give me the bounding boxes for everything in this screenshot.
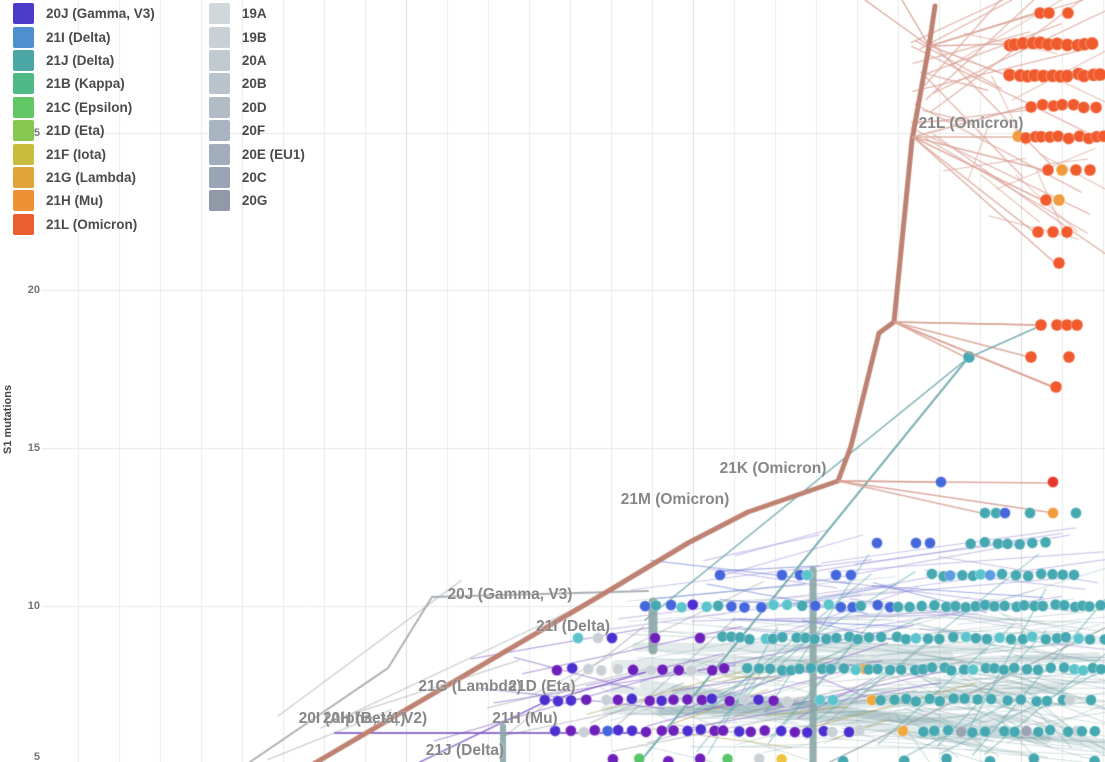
legend-item-19b[interactable]: 19B (208, 25, 305, 48)
legend-color-swatch (13, 143, 34, 165)
legend-item-21f[interactable]: 21F (Iota) (13, 142, 155, 165)
clade-label-21g: 21G (Lambda) (418, 678, 522, 695)
legend-item-21l[interactable]: 21L (Omicron) (13, 213, 155, 236)
legend-color-swatch (208, 73, 230, 95)
legend-color-swatch (13, 96, 34, 118)
legend-color-swatch (13, 3, 34, 25)
legend-color-swatch (13, 190, 34, 212)
legend-item-20a[interactable]: 20A (208, 49, 305, 72)
clade-label-21l: 21L (Omicron) (918, 115, 1024, 132)
clade-label-21h: 21H (Mu) (492, 710, 558, 727)
legend-color-swatch (13, 166, 34, 188)
legend-color-swatch (13, 49, 34, 71)
clade-label-21i: 21I (Delta) (535, 618, 611, 635)
legend-color-swatch (208, 26, 230, 48)
legend-item-label: 21B (Kappa) (46, 76, 125, 92)
legend-item-21d[interactable]: 21D (Eta) (13, 119, 155, 142)
legend-item-label: 21F (Iota) (46, 146, 107, 162)
legend-color-swatch (208, 166, 230, 188)
legend-color-swatch (13, 73, 34, 95)
legend-item-label: 19B (241, 29, 267, 45)
legend-item-19a[interactable]: 19A (208, 2, 305, 25)
clade-label-20i: 20I (Alpha, V1) (298, 710, 406, 727)
legend-color-swatch (208, 96, 230, 118)
legend-color-swatch (208, 120, 230, 142)
legend-item-label: 21H (Mu) (46, 193, 103, 209)
legend-column-1: 20J (Gamma, V3) 21I (Delta) 21J (Delta) 21B… (13, 2, 155, 236)
legend-item-21c[interactable]: 21C (Epsilon) (13, 96, 155, 119)
y-tick-label-5: 5 (33, 751, 40, 762)
y-tick-label-15: 15 (27, 442, 40, 454)
clade-label-20h: 20H (Beta, V2) (322, 710, 428, 727)
clade-legend: 20J (Gamma, V3) 21I (Delta) 21J (Delta) 21B… (13, 2, 305, 236)
clade-label-21j: 21J (Delta) (425, 742, 505, 759)
legend-color-swatch (208, 49, 230, 71)
legend-color-swatch (13, 26, 34, 48)
legend-item-20g[interactable]: 20G (208, 189, 305, 212)
legend-item-label: 20C (241, 169, 267, 185)
legend-item-label: 20F (241, 123, 266, 139)
legend-item-label: 21I (Delta) (46, 29, 111, 45)
legend-item-20e[interactable]: 20E (EU1) (208, 142, 305, 165)
legend-item-label: 20A (241, 52, 267, 68)
legend-item-label: 20E (EU1) (241, 146, 305, 162)
legend-item-20c[interactable]: 20C (208, 166, 305, 189)
legend-item-label: 20D (241, 99, 267, 115)
legend-item-label: 20B (241, 76, 267, 92)
legend-item-20d[interactable]: 20D (208, 96, 305, 119)
legend-item-20f[interactable]: 20F (208, 119, 305, 142)
y-tick-label-10: 10 (27, 600, 40, 612)
legend-item-20b[interactable]: 20B (208, 72, 305, 95)
legend-item-21b[interactable]: 21B (Kappa) (13, 72, 155, 95)
legend-color-swatch (208, 3, 230, 25)
clade-label-20j: 20J (Gamma, V3) (447, 586, 573, 603)
clade-label-21d: 21D (Eta) (508, 678, 576, 695)
legend-color-swatch (13, 213, 34, 235)
legend-color-swatch (208, 143, 230, 165)
legend-item-label: 20G (241, 193, 268, 209)
legend-item-21j[interactable]: 21J (Delta) (13, 49, 155, 72)
clade-label-21k: 21K (Omicron) (719, 460, 827, 477)
legend-item-label: 21L (Omicron) (46, 216, 138, 232)
legend-item-label: 21C (Epsilon) (46, 99, 133, 115)
clade-label-21m: 21M (Omicron) (620, 491, 730, 508)
legend-item-21g[interactable]: 21G (Lambda) (13, 166, 155, 189)
legend-item-21h[interactable]: 21H (Mu) (13, 189, 155, 212)
legend-item-label: 19A (241, 6, 267, 22)
legend-item-label: 21G (Lambda) (46, 169, 137, 185)
legend-column-2: 19A 19B 20A 20B 20D 20F 20E (EU1) 20C 20G (208, 2, 305, 236)
legend-item-21i[interactable]: 21I (Delta) (13, 25, 155, 48)
legend-item-20j[interactable]: 20J (Gamma, V3) (13, 2, 155, 25)
y-tick-label-20: 20 (27, 284, 40, 296)
legend-item-label: 21J (Delta) (46, 52, 115, 68)
legend-color-swatch (208, 190, 230, 212)
legend-color-swatch (13, 120, 34, 142)
legend-item-label: 21D (Eta) (46, 123, 105, 139)
legend-item-label: 20J (Gamma, V3) (46, 6, 155, 22)
